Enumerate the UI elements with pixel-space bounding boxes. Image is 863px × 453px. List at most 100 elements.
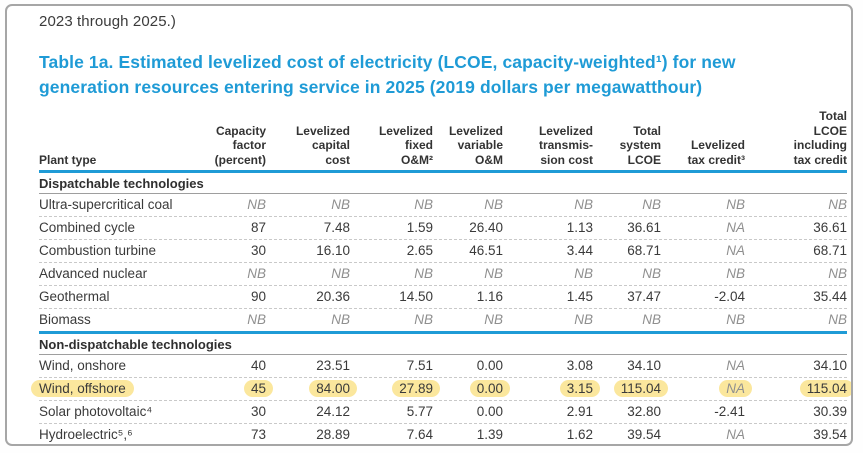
highlight-pill: 115.04 (613, 380, 668, 397)
value-cell: 115.04 (745, 380, 851, 397)
value-cell: 84.00 (266, 380, 357, 397)
table-row-combustion-turbine: Combustion turbine 30 16.10 2.65 46.51 3… (39, 240, 847, 263)
lcoe-table: Plant type Capacity factor (percent) Lev… (31, 109, 851, 444)
value-cell: 46.51 (469, 243, 503, 258)
plant-type-cell: Geothermal (39, 289, 110, 304)
value-cell: NB (331, 312, 350, 327)
highlight-pill: NA (719, 380, 752, 397)
table-title: Table 1a. Estimated levelized cost of el… (39, 52, 736, 97)
value-cell: NB (726, 266, 745, 281)
section-row-dispatchable: Dispatchable technologies (39, 173, 847, 194)
highlight-pill: Wind, offshore (31, 380, 134, 397)
value-cell: 1.13 (566, 220, 593, 235)
value-cell: NA (726, 243, 745, 258)
value-cell: 27.89 (350, 380, 440, 397)
value-cell: NB (828, 197, 847, 212)
highlight-pill: 84.00 (309, 380, 357, 397)
table-row-wind-offshore-highlighted: Wind, offshore 45 84.00 27.89 0.00 3.15 … (31, 378, 851, 401)
value-cell: 45 (189, 380, 273, 397)
plant-type-cell: Wind, offshore (31, 380, 189, 397)
value-cell: 2.91 (566, 404, 593, 419)
value-cell: NA (726, 358, 745, 373)
value-cell: 23.51 (316, 358, 350, 373)
highlight-pill: 27.89 (392, 380, 440, 397)
value-cell: 7.48 (323, 220, 350, 235)
value-cell: NB (331, 266, 350, 281)
value-cell: 30.39 (813, 404, 847, 419)
document-frame: 2023 through 2025.) Table 1a. Estimated … (5, 4, 853, 446)
value-cell: 1.39 (476, 427, 503, 442)
value-cell: 30 (250, 404, 266, 419)
plant-type-cell: Biomass (39, 312, 91, 327)
value-cell: 68.71 (627, 243, 661, 258)
value-cell: 39.54 (627, 427, 661, 442)
value-cell: 32.80 (627, 404, 661, 419)
value-cell: 30 (250, 243, 266, 258)
value-cell: NA (726, 220, 745, 235)
value-cell: 0.00 (476, 404, 503, 419)
value-cell: NA (726, 427, 745, 442)
value-cell: 7.51 (406, 358, 433, 373)
value-cell: NB (414, 266, 433, 281)
value-cell: NB (414, 312, 433, 327)
table-row-wind-onshore: Wind, onshore 40 23.51 7.51 0.00 3.08 34… (39, 355, 847, 378)
value-cell: NB (726, 312, 745, 327)
value-cell: 7.64 (406, 427, 433, 442)
value-cell: NB (828, 312, 847, 327)
value-cell: NB (642, 197, 661, 212)
value-cell: 34.10 (813, 358, 847, 373)
table-row-solar-photovoltaic: Solar photovoltaic⁴ 30 24.12 5.77 0.00 2… (39, 401, 847, 424)
value-cell: 1.45 (566, 289, 593, 304)
value-cell: NB (828, 266, 847, 281)
column-header-total-system-lcoe: Total system LCOE (619, 123, 661, 167)
plant-type-cell: Wind, onshore (39, 358, 127, 373)
value-cell: 36.61 (813, 220, 847, 235)
value-cell: 34.10 (627, 358, 661, 373)
value-cell: 90 (250, 289, 266, 304)
intro-text: 2023 through 2025.) (39, 13, 177, 30)
value-cell: -2.41 (714, 404, 745, 419)
value-cell: NA (661, 380, 752, 397)
column-header-capital-cost: Levelized capital cost (295, 123, 350, 167)
value-cell: NB (331, 197, 350, 212)
value-cell: -2.04 (714, 289, 745, 304)
value-cell: 5.77 (406, 404, 433, 419)
value-cell: 39.54 (813, 427, 847, 442)
value-cell: NB (414, 197, 433, 212)
table-row-geothermal: Geothermal 90 20.36 14.50 1.16 1.45 37.4… (39, 286, 847, 309)
table-row-hydroelectric: Hydroelectric⁵,⁶ 73 28.89 7.64 1.39 1.62… (39, 424, 847, 444)
value-cell: 2.65 (406, 243, 433, 258)
table-row-biomass: Biomass NB NB NB NB NB NB NB NB (39, 309, 847, 334)
table-row-ultra-supercritical-coal: Ultra-supercritical coal NB NB NB NB NB … (39, 194, 847, 217)
value-cell: NB (484, 197, 503, 212)
value-cell: NB (574, 266, 593, 281)
value-cell: NB (484, 266, 503, 281)
value-cell: 3.08 (566, 358, 593, 373)
table-row-advanced-nuclear: Advanced nuclear NB NB NB NB NB NB NB NB (39, 263, 847, 286)
plant-type-cell: Combined cycle (39, 220, 136, 235)
value-cell: NB (247, 197, 266, 212)
column-header-total-lcoe-incl: Total LCOE including tax credit (793, 109, 847, 167)
plant-type-cell: Advanced nuclear (39, 266, 148, 281)
value-cell: 14.50 (399, 289, 433, 304)
column-header-plant-type: Plant type (39, 152, 97, 167)
page-content: 2023 through 2025.) Table 1a. Estimated … (7, 6, 851, 444)
value-cell: 3.15 (503, 380, 600, 397)
value-cell: NB (642, 312, 661, 327)
highlight-pill: 3.15 (559, 380, 600, 397)
plant-type-cell: Hydroelectric⁵,⁶ (39, 427, 133, 442)
value-cell: 24.12 (316, 404, 350, 419)
table-header-row: Plant type Capacity factor (percent) Lev… (39, 109, 847, 173)
value-cell: 37.47 (627, 289, 661, 304)
value-cell: 0.00 (476, 358, 503, 373)
value-cell: 1.62 (566, 427, 593, 442)
value-cell: 20.36 (316, 289, 350, 304)
highlight-pill: 45 (243, 380, 273, 397)
value-cell: NB (484, 312, 503, 327)
plant-type-cell: Solar photovoltaic⁴ (39, 404, 153, 419)
value-cell: NB (247, 312, 266, 327)
value-cell: 40 (250, 358, 266, 373)
column-header-fixed-om: Levelized fixed O&M² (378, 123, 433, 167)
highlight-pill: 0.00 (469, 380, 510, 397)
value-cell: 1.59 (406, 220, 433, 235)
